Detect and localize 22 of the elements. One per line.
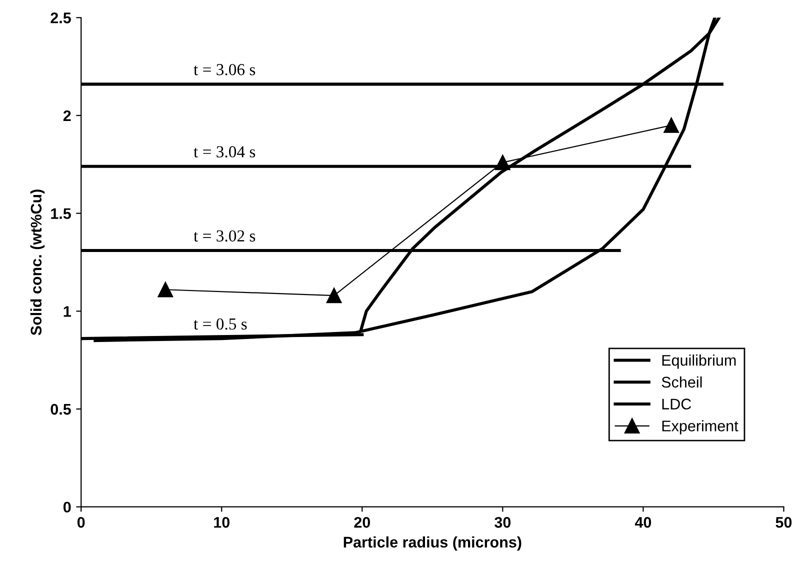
x-tick-label: 30 [494,516,511,528]
x-tick-label: 50 [776,516,792,528]
x-tick-label: 40 [634,516,652,528]
legend-label: Scheil [662,376,702,388]
y-tick-label: 0.5 [50,404,71,415]
x-axis-title: Particle radius (microns) [344,536,522,551]
y-tick-label: 0 [63,502,71,513]
annotation: t = 0.5 s [194,318,247,330]
legend-label: LDC [662,398,692,410]
annotation: t = 3.06 s [194,64,256,76]
y-tick-label: 2.5 [50,12,71,24]
x-tick-label: 20 [354,516,370,528]
legend-label: Experiment [662,420,738,434]
y-tick-label: 2 [63,110,71,122]
y-tick-label: 1 [64,306,71,317]
y-axis-title: Solid conc. (wt%Cu) [30,190,45,336]
legend-label: Equilibrium [662,354,736,369]
y-tick-label: 1.5 [51,208,71,220]
x-tick-label: 10 [214,516,230,528]
annotation: t = 3.02 s [194,230,256,242]
annotation: t = 3.04 s [194,146,256,158]
x-tick-label: 0 [77,516,85,528]
